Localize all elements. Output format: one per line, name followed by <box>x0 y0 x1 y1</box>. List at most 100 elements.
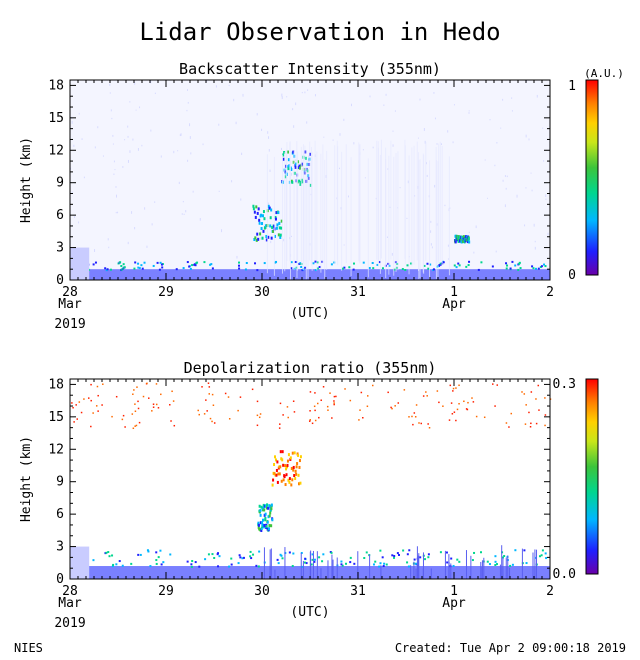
streak <box>300 553 302 579</box>
streak <box>296 159 298 278</box>
noise-speck <box>524 423 527 425</box>
layer-speck <box>488 563 491 566</box>
layer-speck <box>311 558 314 561</box>
layer-speck <box>137 262 140 265</box>
layer-speck <box>494 564 497 567</box>
cloud-mark <box>274 455 276 459</box>
noise-speck <box>536 94 538 98</box>
layer-speck <box>540 265 543 268</box>
noise-speck <box>71 191 73 193</box>
noise-speck <box>97 126 99 129</box>
noise-speck <box>218 123 220 126</box>
layer-speck <box>511 563 514 566</box>
noise-speck <box>317 402 319 405</box>
layer-speck <box>303 561 306 564</box>
layer-speck <box>473 551 476 554</box>
cloud-mark <box>273 463 276 467</box>
cloud-mark <box>259 521 262 525</box>
noise-speck <box>314 409 316 412</box>
noise-speck <box>134 403 136 405</box>
noise-speck <box>75 404 77 406</box>
cloud-mark <box>297 473 300 477</box>
cloud-mark <box>261 521 264 525</box>
layer-speck <box>352 262 355 265</box>
noise-speck <box>314 419 317 422</box>
layer-speck <box>149 565 152 568</box>
noise-speck <box>211 420 213 423</box>
noise-speck <box>205 399 207 401</box>
noise-speck <box>392 144 394 147</box>
noise-speck <box>436 143 438 145</box>
layer-speck <box>117 262 120 265</box>
cloud-mark <box>299 455 302 459</box>
noise-speck <box>494 405 496 407</box>
layer-speck <box>539 266 542 269</box>
streak <box>289 160 291 280</box>
streak <box>350 157 352 277</box>
cloud-mark <box>287 158 290 162</box>
layer-speck <box>543 263 546 266</box>
noise-speck <box>80 411 83 414</box>
cloud-mark <box>276 460 279 464</box>
streak <box>416 141 418 261</box>
noise-speck <box>146 382 148 385</box>
noise-speck <box>516 194 518 198</box>
noise-speck <box>521 391 523 393</box>
streak <box>320 153 322 273</box>
noise-speck <box>450 402 453 404</box>
cloud-mark <box>263 523 266 527</box>
noise-speck <box>371 384 374 387</box>
noise-speck <box>227 396 230 398</box>
noise-speck <box>339 133 341 136</box>
noise-speck <box>94 146 96 149</box>
noise-speck <box>440 143 442 146</box>
layer-speck <box>182 267 185 270</box>
cloud-mark <box>277 233 280 237</box>
noise-speck <box>182 200 184 203</box>
noise-speck <box>322 386 325 388</box>
cloud-mark <box>300 178 303 182</box>
noise-speck <box>199 217 201 221</box>
noise-speck <box>455 387 457 389</box>
streak <box>327 560 329 579</box>
x-tick-label: 28 <box>62 584 78 599</box>
noise-speck <box>190 152 192 155</box>
layer-speck <box>245 262 248 265</box>
layer-speck <box>218 555 221 558</box>
streak <box>300 146 302 266</box>
noise-speck <box>81 138 83 140</box>
cloud-mark <box>280 219 283 223</box>
noise-speck <box>117 211 119 214</box>
layer-speck <box>414 562 417 565</box>
layer-speck <box>244 268 247 271</box>
streak <box>307 159 309 279</box>
layer-speck <box>406 264 409 267</box>
noise-speck <box>436 223 438 226</box>
layer-speck <box>258 550 261 553</box>
layer-speck <box>292 552 295 555</box>
layer-speck <box>445 551 448 554</box>
layer-speck <box>123 266 126 269</box>
layer-speck <box>190 565 193 568</box>
noise-speck <box>279 423 281 425</box>
layer-speck <box>107 551 110 554</box>
noise-speck <box>458 384 460 387</box>
x-axis-label: (UTC) <box>290 605 329 620</box>
streak <box>380 139 382 259</box>
panel-title: Depolarization ratio (355nm) <box>184 359 437 377</box>
layer-speck <box>365 551 368 554</box>
cloud-mark <box>284 483 287 487</box>
noise-speck <box>202 143 204 146</box>
cloud-mark <box>295 472 298 476</box>
streak <box>435 159 437 279</box>
layer-speck <box>408 549 411 552</box>
streak <box>310 550 312 579</box>
cloud-mark <box>280 226 283 230</box>
streak <box>312 550 314 579</box>
layer-speck <box>138 267 141 270</box>
cloud-mark <box>287 453 290 457</box>
noise-speck <box>362 416 364 419</box>
noise-speck <box>434 117 436 120</box>
noise-speck <box>504 204 506 208</box>
